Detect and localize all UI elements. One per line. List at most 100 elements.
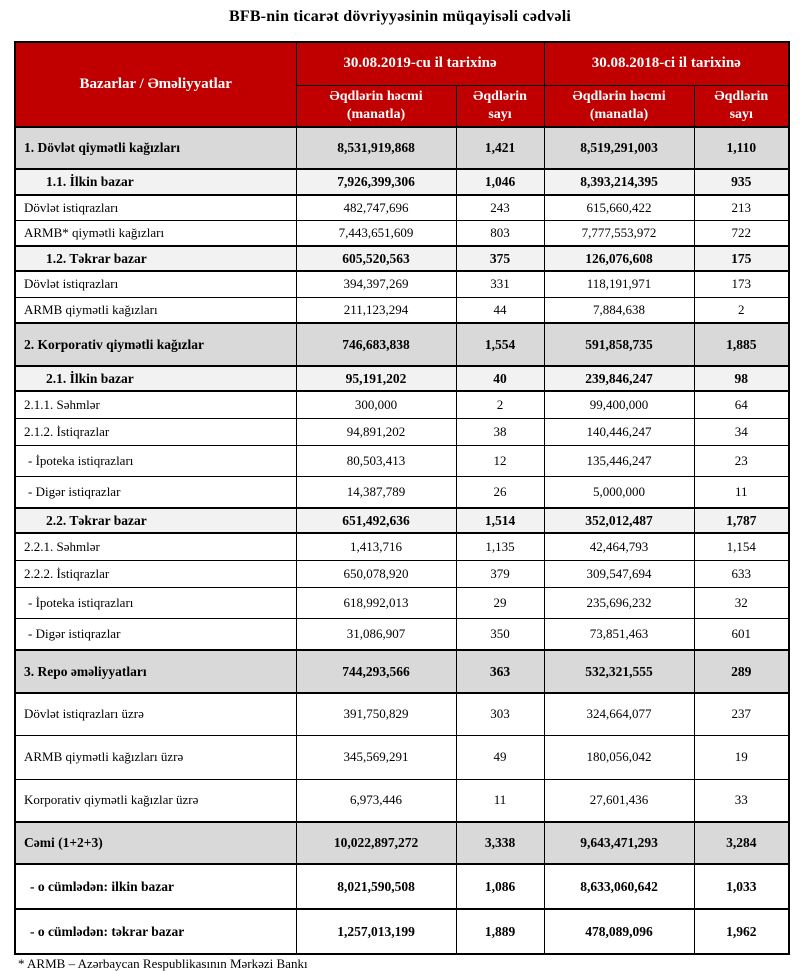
row-value: 135,446,247	[543, 444, 695, 477]
row-value: 1,135	[455, 532, 545, 561]
row-value: 650,078,920	[295, 559, 457, 588]
row-value: 7,884,638	[543, 296, 695, 324]
row-value: 80,503,413	[295, 444, 457, 477]
table-row: 2.1. İlkin bazar 95,191,202 40 239,846,247 9…	[14, 365, 790, 392]
row-value: 746,683,838	[295, 322, 457, 367]
row-value: 345,569,291	[295, 734, 457, 780]
row-label: ARMB* qiymətli kağızları	[14, 219, 297, 247]
row-label: Dövlət istiqrazları	[14, 194, 297, 221]
row-value: 180,056,042	[543, 734, 695, 780]
row-value: 5,000,000	[543, 475, 695, 509]
row-value: 1,787	[693, 507, 790, 534]
table-header: Bazarlar / Əməliyyatlar 30.08.2019-cu il…	[14, 41, 790, 128]
row-value: 300,000	[295, 390, 457, 419]
row-value: 722	[693, 219, 790, 247]
table-row: Dövlət istiqrazları 482,747,696 243 615,660…	[14, 194, 790, 221]
row-value: 394,397,269	[295, 270, 457, 298]
row-label: 2. Korporativ qiymətli kağızlar	[14, 322, 297, 367]
row-value: 1,110	[693, 126, 790, 170]
row-value: 211,123,294	[295, 296, 457, 324]
table-row: Dövlət istiqrazları üzrə 391,750,829 303 32…	[14, 692, 790, 736]
row-value: 10,022,897,272	[295, 821, 457, 865]
row-label: Cəmi (1+2+3)	[14, 821, 297, 865]
row-value: 331	[455, 270, 545, 298]
row-value: 73,851,463	[543, 617, 695, 651]
row-value: 1,257,013,199	[295, 908, 457, 955]
row-value: 2	[693, 296, 790, 324]
row-value: 375	[455, 245, 545, 272]
row-label: - İpoteka istiqrazları	[14, 586, 297, 619]
table-row: 2.1.2. İstiqrazlar 94,891,202 38 140,446,24…	[14, 417, 790, 446]
row-value: 8,531,919,868	[295, 126, 457, 170]
row-value: 532,321,555	[543, 649, 695, 694]
row-label: Dövlət istiqrazları üzrə	[14, 692, 297, 736]
column-header-count-2018: Əqdlərin sayı	[693, 84, 790, 128]
row-value: 8,021,590,508	[295, 863, 457, 910]
row-value: 633	[693, 559, 790, 588]
row-label: - İpoteka istiqrazları	[14, 444, 297, 477]
row-value: 350	[455, 617, 545, 651]
table-row: - Digər istiqrazlar 14,387,789 26 5,000,000…	[14, 475, 790, 509]
row-label: Dövlət istiqrazları	[14, 270, 297, 298]
row-value: 391,750,829	[295, 692, 457, 736]
row-value: 744,293,566	[295, 649, 457, 694]
row-value: 34	[693, 417, 790, 446]
footnote: * ARMB – Azərbaycan Respublikasının Mərk…	[18, 956, 308, 971]
table-row: - Digər istiqrazlar 31,086,907 350 73,851,4…	[14, 617, 790, 651]
row-value: 605,520,563	[295, 245, 457, 272]
row-value: 31,086,907	[295, 617, 457, 651]
row-value: 243	[455, 194, 545, 221]
row-value: 26	[455, 475, 545, 509]
row-label: 1.1. İlkin bazar	[14, 168, 297, 196]
row-value: 303	[455, 692, 545, 736]
table-row: - İpoteka istiqrazları 80,503,413 12 135,44…	[14, 444, 790, 477]
row-value: 14,387,789	[295, 475, 457, 509]
row-value: 98	[693, 365, 790, 392]
row-value: 324,664,077	[543, 692, 695, 736]
row-label: 1.2. Təkrar bazar	[14, 245, 297, 272]
table-row: 1.2. Təkrar bazar 605,520,563 375 126,076,6…	[14, 245, 790, 272]
row-value: 379	[455, 559, 545, 588]
row-value: 32	[693, 586, 790, 619]
table-row: - o cümlədən: təkrar bazar 1,257,013,199 1…	[14, 908, 790, 955]
table-row: 2.2.2. İstiqrazlar 650,078,920 379 309,547,…	[14, 559, 790, 588]
row-value: 40	[455, 365, 545, 392]
header-group-row: Bazarlar / Əməliyyatlar 30.08.2019-cu il…	[14, 41, 790, 128]
row-value: 23	[693, 444, 790, 477]
row-value: 44	[455, 296, 545, 324]
row-value: 11	[455, 778, 545, 823]
row-label: 2.1.1. Səhmlər	[14, 390, 297, 419]
row-value: 1,046	[455, 168, 545, 196]
table-row: ARMB* qiymətli kağızları 7,443,651,609 803…	[14, 219, 790, 247]
row-value: 49	[455, 734, 545, 780]
row-label: 1. Dövlət qiymətli kağızları	[14, 126, 297, 170]
row-value: 1,962	[693, 908, 790, 955]
row-value: 239,846,247	[543, 365, 695, 392]
row-value: 1,413,716	[295, 532, 457, 561]
row-label: ARMB qiymətli kağızları	[14, 296, 297, 324]
row-label: 2.2.2. İstiqrazlar	[14, 559, 297, 588]
row-value: 1,154	[693, 532, 790, 561]
row-value: 126,076,608	[543, 245, 695, 272]
row-label: Korporativ qiymətli kağızlar üzrə	[14, 778, 297, 823]
row-label: - o cümlədən: təkrar bazar	[14, 908, 297, 955]
row-value: 8,519,291,003	[543, 126, 695, 170]
table-row: Cəmi (1+2+3) 10,022,897,272 3,338 9,643,471…	[14, 821, 790, 865]
row-value: 94,891,202	[295, 417, 457, 446]
row-value: 289	[693, 649, 790, 694]
row-value: 1,086	[455, 863, 545, 910]
row-value: 6,973,446	[295, 778, 457, 823]
row-value: 1,421	[455, 126, 545, 170]
table-row: 1.1. İlkin bazar 7,926,399,306 1,046 8,393,…	[14, 168, 790, 196]
row-value: 118,191,971	[543, 270, 695, 298]
row-label: 2.1.2. İstiqrazlar	[14, 417, 297, 446]
row-value: 591,858,735	[543, 322, 695, 367]
row-value: 7,926,399,306	[295, 168, 457, 196]
row-value: 1,885	[693, 322, 790, 367]
row-value: 8,633,060,642	[543, 863, 695, 910]
row-value: 95,191,202	[295, 365, 457, 392]
row-value: 482,747,696	[295, 194, 457, 221]
row-value: 235,696,232	[543, 586, 695, 619]
row-value: 237	[693, 692, 790, 736]
